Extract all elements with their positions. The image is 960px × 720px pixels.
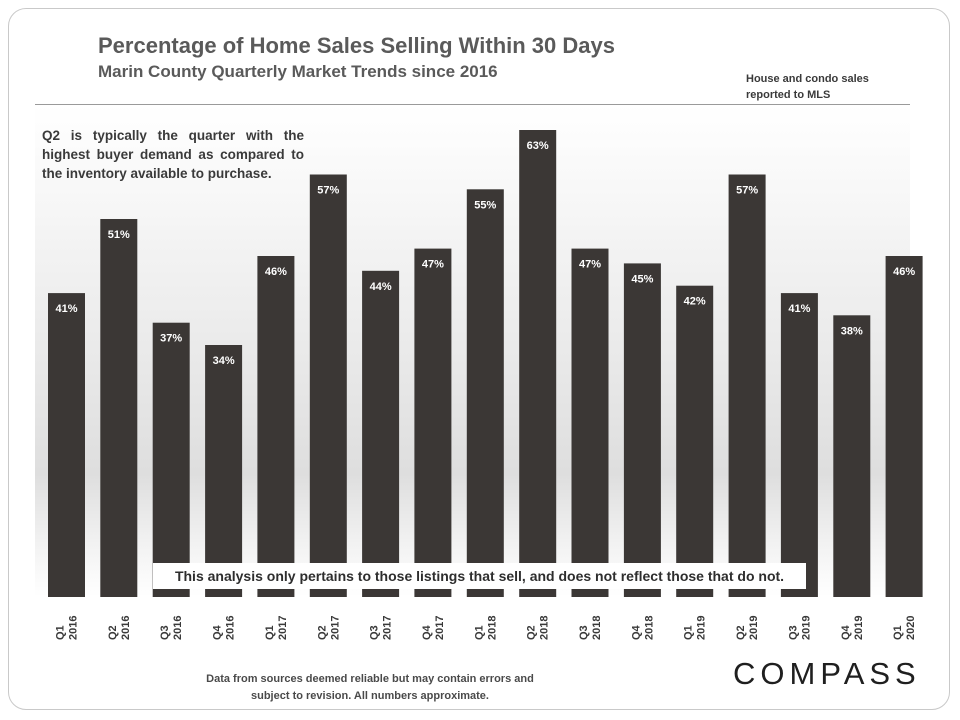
bar-q4-2019 [833, 315, 871, 597]
x-tick-quarter: Q1 [683, 625, 695, 640]
x-tick-year: 2018 [539, 616, 551, 640]
bar-value-label: 45% [631, 273, 653, 285]
bar-value-label: 46% [265, 266, 287, 278]
bar-value-label: 47% [579, 259, 601, 271]
x-tick-year: 2019 [696, 616, 708, 640]
bar-value-label: 55% [474, 199, 496, 211]
x-tick-quarter: Q1 [473, 625, 485, 640]
x-tick-year: 2017 [277, 616, 289, 640]
x-tick-label: Q32018 [578, 616, 603, 640]
x-tick-label: Q22017 [316, 616, 341, 640]
bar-q3-2018 [571, 248, 609, 597]
bar-q4-2017 [414, 248, 452, 597]
bar-value-label: 44% [370, 281, 392, 293]
bar-q4-2018 [623, 263, 661, 597]
x-tick-quarter: Q4 [630, 624, 642, 640]
x-tick-label: Q42016 [212, 616, 237, 640]
footer-note: Data from sources deemed reliable but ma… [206, 673, 534, 702]
x-tick-label: Q22018 [526, 616, 551, 640]
x-tick-year: 2016 [172, 616, 184, 640]
x-tick-quarter: Q2 [107, 625, 119, 640]
x-tick-year: 2016 [68, 616, 80, 640]
x-tick-quarter: Q1 [892, 625, 904, 640]
bar-value-label: 41% [788, 303, 810, 315]
bar-value-label: 46% [893, 266, 915, 278]
bar-value-label: 42% [684, 296, 706, 308]
bar-q3-2016 [152, 322, 190, 597]
bar-q1-2020 [885, 256, 923, 597]
x-tick-year: 2017 [382, 616, 394, 640]
x-tick-quarter: Q3 [578, 625, 590, 640]
x-tick-quarter: Q4 [840, 624, 852, 640]
bar-value-label: 41% [55, 303, 77, 315]
x-tick-label: Q32017 [369, 616, 394, 640]
x-tick-label: Q12017 [264, 616, 289, 640]
bar-value-label: 57% [736, 185, 758, 197]
x-tick-label: Q22016 [107, 616, 132, 640]
bar-value-label: 47% [422, 259, 444, 271]
x-tick-label: Q12016 [55, 616, 80, 640]
compass-logo: COMPASS [733, 656, 921, 691]
x-tick-quarter: Q3 [369, 625, 381, 640]
bar-value-label: 37% [160, 333, 182, 345]
bar-q4-2016 [205, 345, 243, 597]
bar-value-label: 63% [527, 140, 549, 152]
bar-value-label: 38% [841, 325, 863, 337]
x-tick-year: 2018 [486, 616, 498, 640]
x-tick-quarter: Q4 [421, 624, 433, 640]
disclaimer-banner: This analysis only pertains to those lis… [153, 563, 806, 589]
x-tick-label: Q42017 [421, 616, 446, 640]
x-tick-quarter: Q3 [787, 625, 799, 640]
chart-title: Percentage of Home Sales Selling Within … [98, 33, 615, 58]
x-tick-year: 2019 [748, 616, 760, 640]
bar-q3-2019 [780, 293, 818, 597]
x-tick-year: 2017 [329, 616, 341, 640]
x-tick-quarter: Q2 [526, 625, 538, 640]
x-tick-label: Q32019 [787, 616, 812, 640]
x-tick-quarter: Q1 [264, 625, 276, 640]
bar-value-label: 34% [213, 355, 235, 367]
bar-q2-2019 [728, 174, 766, 597]
x-tick-quarter: Q4 [212, 624, 224, 640]
x-tick-year: 2020 [905, 616, 917, 640]
x-tick-label: Q42019 [840, 616, 865, 640]
x-tick-year: 2017 [434, 616, 446, 640]
bar-value-label: 51% [108, 229, 130, 241]
x-tick-year: 2018 [591, 616, 603, 640]
annotation-text: Q2 is typically the quarter with the hig… [42, 128, 304, 181]
x-tick-year: 2016 [120, 616, 132, 640]
x-tick-quarter: Q2 [735, 625, 747, 640]
x-tick-label: Q32016 [159, 616, 184, 640]
bar-q1-2017 [257, 256, 295, 597]
top-divider [35, 104, 910, 105]
bar-q1-2018 [466, 189, 504, 598]
x-tick-year: 2016 [225, 616, 237, 640]
x-tick-label: Q12020 [892, 616, 917, 640]
x-tick-year: 2019 [853, 616, 865, 640]
x-tick-year: 2018 [643, 616, 655, 640]
x-tick-quarter: Q1 [55, 625, 67, 640]
x-tick-label: Q12019 [683, 616, 708, 640]
source-note: House and condo sales reported to MLS [746, 73, 869, 101]
x-tick-quarter: Q2 [316, 625, 328, 640]
bar-q2-2017 [309, 174, 347, 597]
chart-subtitle: Marin County Quarterly Market Trends sin… [98, 62, 498, 81]
x-tick-year: 2019 [800, 616, 812, 640]
x-tick-label: Q42018 [630, 616, 655, 640]
bar-q2-2018 [519, 130, 557, 597]
bar-q1-2016 [48, 293, 85, 597]
bar-value-label: 57% [317, 185, 339, 197]
x-tick-quarter: Q3 [159, 625, 171, 640]
x-tick-label: Q22019 [735, 616, 760, 640]
bar-q2-2016 [100, 219, 138, 597]
bar-q1-2019 [676, 285, 714, 597]
bar-q3-2017 [362, 270, 400, 597]
x-tick-label: Q12018 [473, 616, 498, 640]
